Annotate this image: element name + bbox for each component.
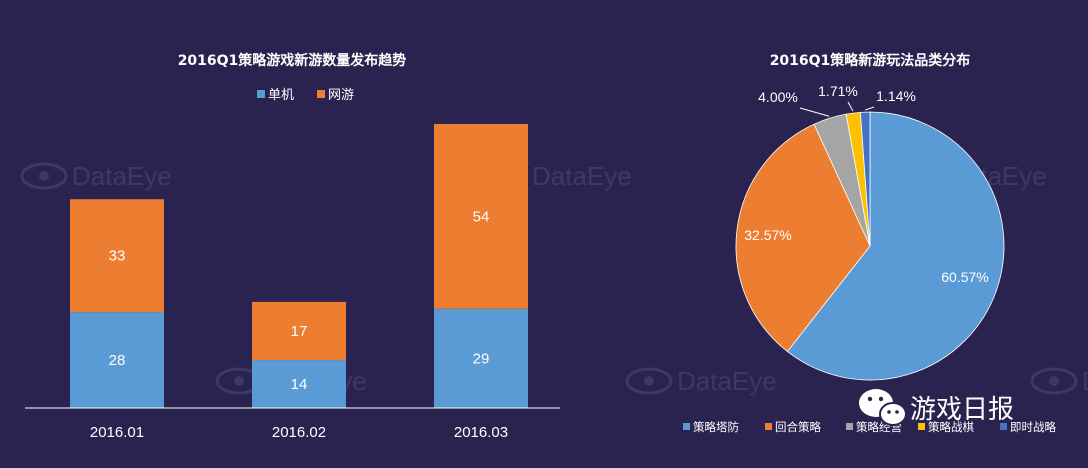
watermark-text: DataEye [532, 161, 632, 191]
bar-value-label: 29 [473, 350, 490, 367]
pie-legend-label-4: 即时战略 [1010, 420, 1056, 434]
pie-legend-swatch-0 [683, 423, 690, 430]
bar-value-label: 54 [473, 208, 490, 225]
watermark-1: DataEye [480, 161, 632, 191]
pie-legend-label-0: 策略塔防 [693, 420, 739, 434]
watermark-4: DataEye [625, 366, 777, 396]
x-tick-label: 2016.03 [454, 424, 508, 441]
pie-chart-title: 2016Q1策略新游玩法品类分布 [770, 52, 971, 69]
pie-leader-line [864, 106, 875, 111]
pie-slice-label: 60.57% [941, 269, 988, 285]
bar-chart-title: 2016Q1策略游戏新游数量发布趋势 [178, 52, 407, 69]
bar-2016.02-网游 [252, 301, 346, 361]
pie-slice-label: 1.71% [818, 83, 858, 99]
pie-legend-swatch-3 [918, 423, 925, 430]
bar-value-label: 17 [291, 323, 308, 340]
bar-2016.03-网游 [434, 123, 528, 309]
bar-2016.03-单机 [434, 308, 528, 408]
wechat-icon [859, 389, 907, 426]
bar-chart-plot: 28 33 14 17 29 54 [70, 123, 528, 408]
pie-slice-label: 1.14% [876, 88, 916, 104]
pie-slice-label: 4.00% [758, 89, 798, 105]
bar-2016.01-网游 [70, 199, 164, 313]
pie-slice-0 [786, 111, 1005, 381]
legend-swatch-1 [317, 90, 325, 98]
x-tick-label: 2016.01 [90, 424, 144, 441]
pie-slice-4 [859, 111, 871, 247]
bar-chart-legend: 单机 网游 [257, 88, 354, 103]
bar-2016.01-单机 [70, 312, 164, 408]
watermark-0: DataEye [20, 161, 172, 191]
pie-leader-line [847, 101, 854, 112]
bar-value-label: 33 [109, 248, 126, 265]
pie-legend-swatch-1 [765, 423, 772, 430]
logo: 游戏日报 [859, 389, 1014, 426]
pie-leader-line [799, 107, 830, 117]
bar-value-label: 14 [291, 376, 308, 393]
watermark-5: DataEye [1030, 366, 1088, 396]
bar-2016.02-单机 [252, 360, 346, 408]
pie-legend-swatch-4 [1000, 423, 1007, 430]
legend-label-1: 网游 [328, 88, 354, 103]
watermark-text: DataEye [72, 161, 172, 191]
pie-slice-1 [735, 123, 871, 353]
bar-value-label: 28 [109, 352, 126, 369]
legend-label-0: 单机 [268, 88, 294, 103]
pie-slice-label: 32.57% [744, 227, 791, 243]
pie-legend-label-1: 回合策略 [775, 420, 821, 434]
pie-chart-plot [735, 111, 1005, 381]
pie-legend-label-3: 策略战棋 [928, 420, 974, 434]
logo-text: 游戏日报 [910, 395, 1014, 425]
x-axis-ticks: 2016.01 2016.02 2016.03 [90, 424, 508, 441]
watermark-text: DataEye [1082, 366, 1088, 396]
pie-legend-swatch-2 [846, 423, 853, 430]
legend-swatch-0 [257, 90, 265, 98]
x-tick-label: 2016.02 [272, 424, 326, 441]
pie-chart-labels: 60.57% 32.57% 4.00% 1.71% 1.14% [744, 83, 988, 285]
watermark-text: DataEye [677, 366, 777, 396]
